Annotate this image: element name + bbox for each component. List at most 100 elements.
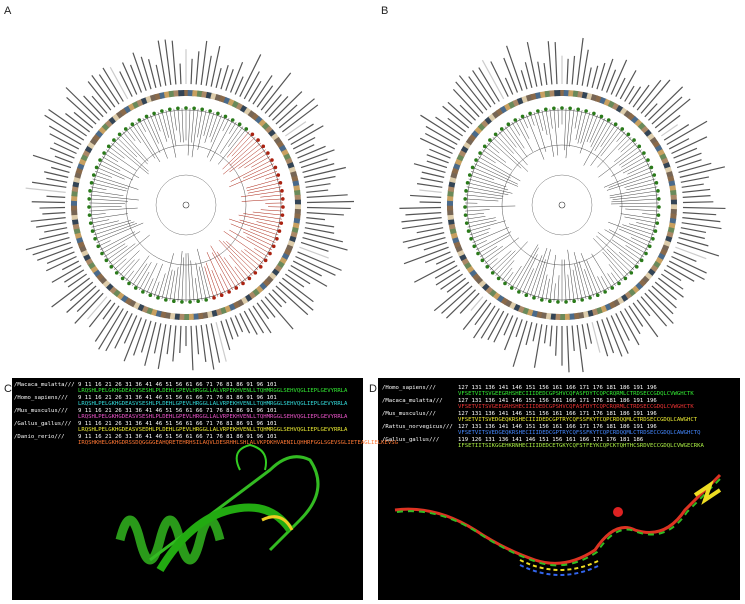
species-label [399,206,442,210]
node [266,151,270,155]
branch [495,134,514,154]
node [223,114,228,119]
branch [132,124,156,159]
branch [94,223,138,240]
branch [142,263,158,292]
species-label [435,116,463,137]
species-label [121,62,138,95]
branch [574,109,579,129]
branch [501,267,513,282]
branch [223,257,244,284]
species-label [452,88,480,118]
position-ruler: 9 11 16 21 26 31 36 41 46 51 56 61 66 71… [78,421,277,427]
species-label [576,37,584,86]
species-label [39,206,66,209]
node [141,290,145,294]
thumbnail [670,204,678,211]
species-label [480,308,500,339]
branch [565,108,571,159]
branch [465,212,485,216]
branch [128,126,142,144]
node [588,296,592,300]
branch [238,214,282,224]
branch [89,206,122,208]
node [241,281,245,286]
node [637,144,642,149]
node [478,151,482,155]
node [130,122,135,127]
species-label [543,63,548,86]
species-label [243,71,260,100]
thumbnail [559,90,565,96]
branch [89,194,139,201]
node [234,286,239,290]
branch [157,273,166,298]
species-label [549,325,553,347]
node [485,265,490,269]
node [623,276,628,281]
panel-label: B [381,5,388,17]
species-label [591,65,599,88]
thumbnail [70,199,78,206]
branch [518,254,538,292]
species-label [305,222,335,228]
species-label [414,260,456,283]
species-label [51,277,90,308]
sequence: LRQSHLPELGKHGDEASVSESHLPLDEHLGPEVLHRGGLL… [78,414,348,420]
species-label [447,117,466,133]
node [281,197,285,201]
species-label [275,104,298,125]
node [109,265,114,269]
node [280,213,285,217]
position-ruler: 127 131 136 141 146 151 156 161 166 171 … [458,398,657,404]
branch [209,113,219,138]
node [271,244,276,249]
species-label [61,260,80,271]
branch [522,268,534,294]
species-label [628,86,642,105]
species-label [98,74,120,105]
node [568,106,572,111]
species-label [42,211,66,215]
species-label [581,324,587,350]
node [180,300,184,304]
branch [465,198,499,202]
node [137,118,142,122]
species-label [278,98,315,129]
branch [553,108,559,156]
node [244,127,249,131]
branch [260,209,283,212]
node [540,298,544,302]
species-label [668,260,705,281]
species-label [205,324,215,370]
branch [498,131,528,166]
node [112,138,116,142]
species-label [426,154,449,164]
branch [614,142,637,162]
node [250,132,255,137]
node [617,281,621,286]
branch [116,250,140,274]
node [465,181,470,185]
branch [228,121,237,134]
node [620,127,625,131]
branch [600,124,616,148]
branch [589,116,602,143]
branch [91,182,127,192]
tree-ring [155,174,217,236]
species-label [102,67,124,102]
branch [228,126,244,147]
branch [522,116,528,129]
species-label [581,49,589,86]
species-label [49,147,75,159]
thumbnail [173,90,180,97]
species-label [166,324,172,355]
branch [626,182,657,191]
branch [618,136,632,151]
sequence: IFSETIITSIKGGEHKRNHECIIIDEDCETGKYCQFSTFE… [458,443,704,449]
branch [169,270,176,301]
node [464,221,469,225]
branch [135,262,152,289]
branch [572,269,579,301]
branch [603,167,652,188]
